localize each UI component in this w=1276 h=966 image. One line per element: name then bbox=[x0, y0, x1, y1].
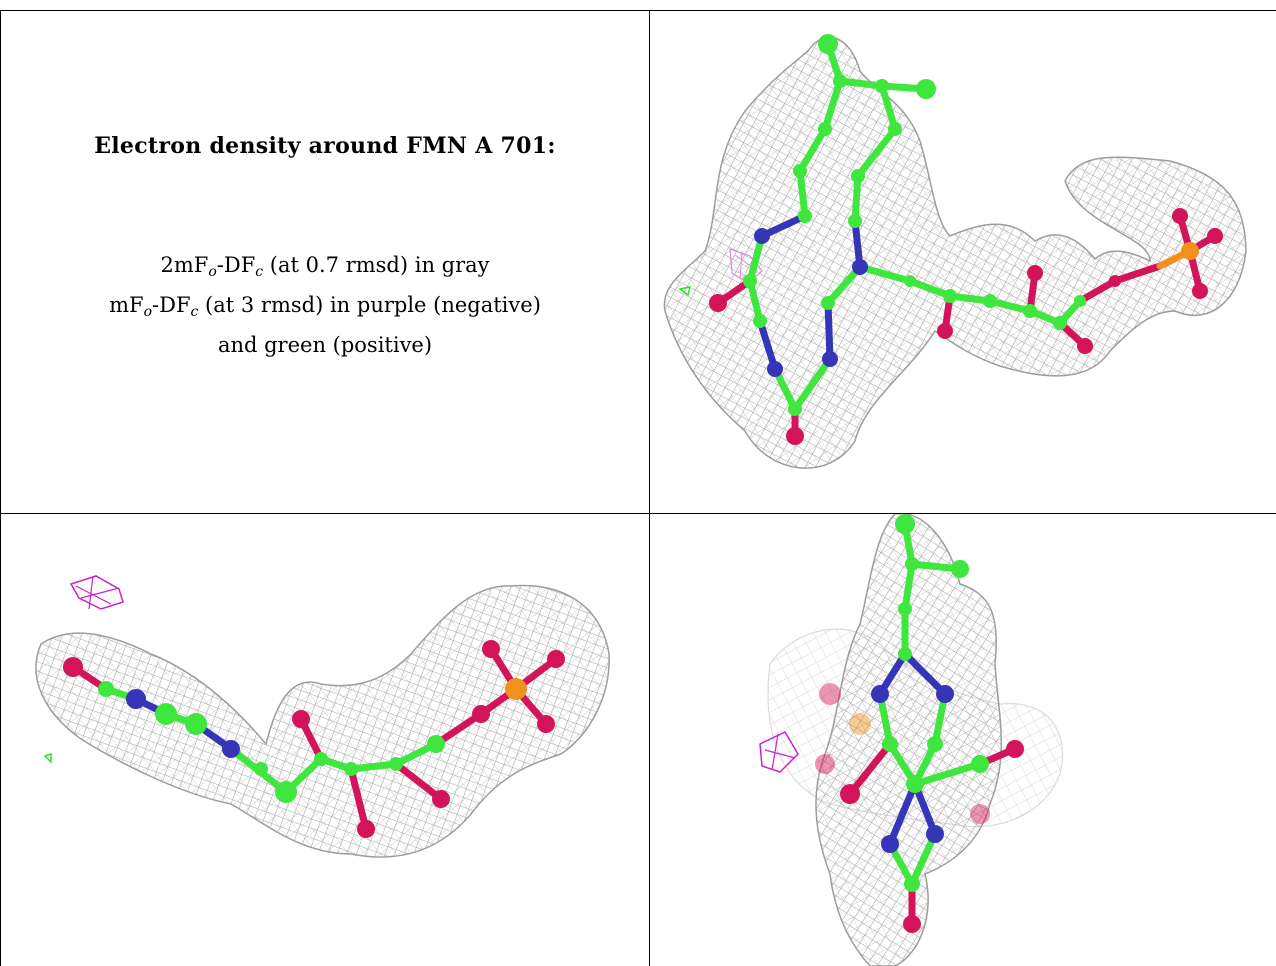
atoms bbox=[840, 514, 1024, 933]
caption-line-3: and green (positive) bbox=[217, 333, 433, 357]
gray-density-mesh bbox=[35, 584, 610, 858]
caption-line-1: 2mFo-DFc (at 0.7 rmsd) in gray bbox=[160, 253, 490, 280]
molecule-render-top bbox=[759, 514, 1064, 966]
background-atoms bbox=[815, 683, 990, 824]
grid-divider-vertical bbox=[649, 10, 650, 966]
atoms bbox=[63, 640, 565, 838]
caption-line-2: mFo-DFc (at 3 rmsd) in purple (negative) bbox=[109, 293, 541, 320]
molecule-render-side bbox=[35, 575, 610, 858]
caption-title: Electron density around FMN A 701: bbox=[94, 133, 556, 159]
negative-density-purple bbox=[759, 731, 799, 773]
gray-density-mesh bbox=[663, 36, 1247, 469]
positive-density-green bbox=[43, 752, 52, 764]
grid-border-left bbox=[0, 10, 1, 966]
positive-density-green bbox=[678, 286, 692, 297]
molecule-render-front bbox=[663, 34, 1247, 469]
atoms bbox=[709, 34, 1223, 445]
caption-body: 2mFo-DFc (at 0.7 rmsd) in gray mFo-DFc (… bbox=[1, 249, 649, 362]
density-view-front bbox=[650, 11, 1276, 513]
grid-border-top bbox=[0, 10, 1276, 11]
negative-density-purple bbox=[69, 575, 124, 610]
density-view-top bbox=[650, 514, 1276, 966]
caption-panel: Electron density around FMN A 701: 2mFo-… bbox=[1, 11, 649, 513]
density-view-side bbox=[1, 514, 649, 966]
gray-density-mesh bbox=[815, 514, 1003, 966]
grid-divider-horizontal bbox=[0, 513, 1276, 514]
